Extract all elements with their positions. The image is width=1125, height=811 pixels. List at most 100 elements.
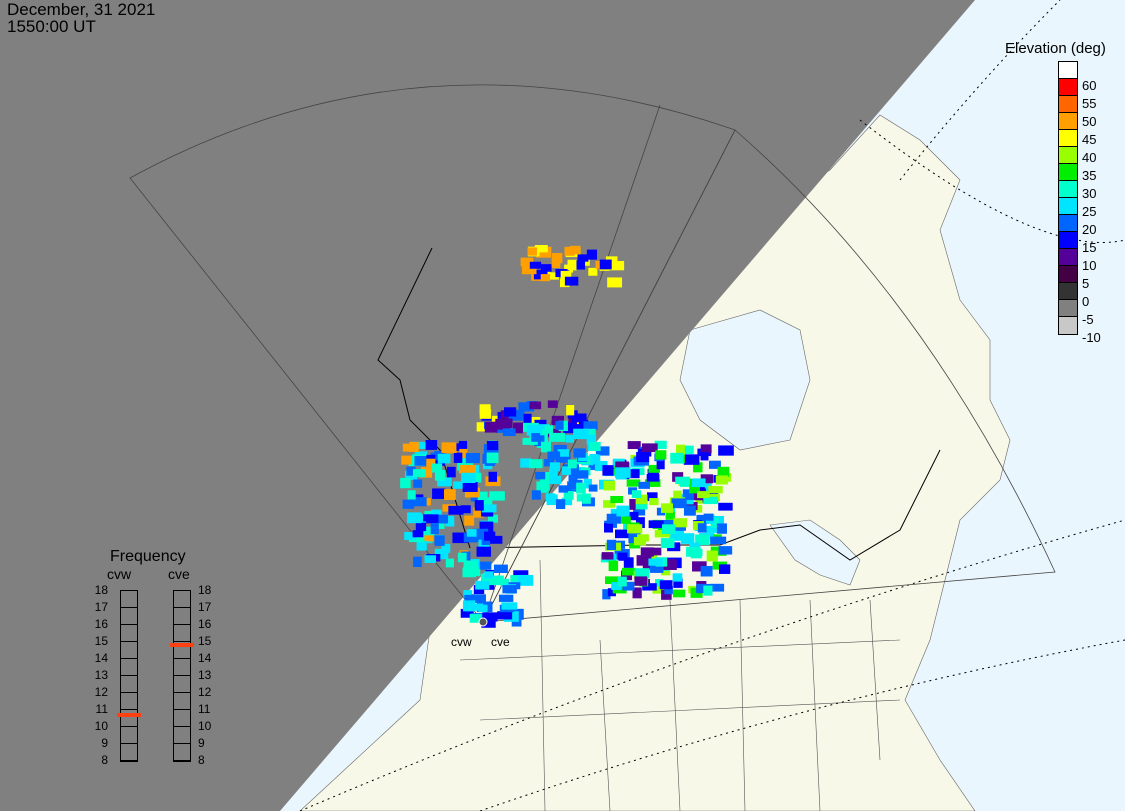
echo-cell bbox=[648, 464, 660, 473]
echo-cell bbox=[655, 579, 664, 589]
echo-cell bbox=[574, 470, 589, 479]
frequency-tick: 16 bbox=[94, 617, 108, 631]
echo-cell bbox=[534, 419, 547, 428]
echo-cell bbox=[454, 443, 467, 451]
echo-cell bbox=[589, 454, 601, 462]
echo-cell bbox=[416, 540, 427, 551]
echo-cell bbox=[696, 514, 710, 524]
frequency-tick: 11 bbox=[198, 702, 211, 716]
echo-cell bbox=[414, 456, 429, 466]
echo-cell bbox=[610, 508, 621, 517]
echo-cell bbox=[561, 497, 573, 506]
echo-cell bbox=[718, 564, 731, 574]
echo-cell bbox=[606, 513, 622, 524]
echo-cell bbox=[710, 536, 727, 545]
echo-cell bbox=[459, 448, 468, 459]
echo-cell bbox=[476, 546, 491, 557]
echo-cell bbox=[529, 459, 543, 469]
echo-cell bbox=[486, 452, 499, 464]
us-canada-border bbox=[469, 449, 941, 561]
echo-cell bbox=[547, 400, 558, 408]
echo-cell bbox=[573, 448, 586, 458]
frequency-tick: 13 bbox=[198, 668, 212, 682]
echo-cell bbox=[586, 249, 598, 260]
echo-cell bbox=[457, 552, 467, 563]
echo-cell bbox=[526, 424, 542, 436]
echo-cell bbox=[564, 276, 579, 286]
echo-cell bbox=[425, 440, 438, 450]
echo-cell bbox=[406, 466, 416, 476]
color-swatch bbox=[1059, 283, 1077, 300]
echo-cell bbox=[452, 532, 469, 544]
echo-cell bbox=[689, 542, 701, 551]
echo-cell bbox=[546, 494, 558, 506]
echo-cell bbox=[617, 576, 627, 587]
echo-cell bbox=[504, 418, 513, 428]
echo-cell bbox=[469, 613, 482, 623]
echo-cell bbox=[535, 471, 546, 480]
echo-cell bbox=[465, 453, 480, 464]
echo-cell bbox=[501, 602, 518, 610]
echo-cell bbox=[614, 529, 630, 539]
echo-cell bbox=[627, 524, 643, 534]
echo-cell bbox=[697, 523, 707, 533]
echo-cell bbox=[680, 533, 695, 544]
echo-cell bbox=[708, 485, 723, 494]
color-swatch bbox=[1059, 62, 1077, 79]
echo-cell bbox=[634, 568, 650, 578]
echo-cell bbox=[453, 481, 467, 489]
echo-cell bbox=[604, 523, 614, 533]
echo-cell bbox=[561, 466, 571, 475]
echo-cell bbox=[460, 464, 476, 474]
radar-label-cve: cve bbox=[491, 635, 510, 649]
echo-cell bbox=[540, 274, 551, 282]
echo-cell bbox=[615, 467, 631, 478]
echo-cell bbox=[693, 462, 703, 473]
echo-cell bbox=[675, 476, 691, 485]
echo-cell bbox=[479, 409, 492, 419]
echo-cell bbox=[453, 452, 463, 463]
echo-cell bbox=[634, 576, 648, 586]
echo-cell bbox=[420, 533, 434, 542]
echo-cell bbox=[717, 466, 730, 477]
echo-cell bbox=[669, 530, 684, 541]
echo-cell bbox=[703, 496, 718, 505]
echo-cell bbox=[539, 484, 549, 493]
echo-cell bbox=[476, 422, 489, 432]
frequency-panel: Frequency cvw cve 18 18 17 17 16 16 15 15 14 14 13… bbox=[80, 548, 230, 773]
echo-cell bbox=[563, 422, 576, 434]
echo-cell bbox=[656, 459, 665, 470]
legend-tick: 45 bbox=[1082, 132, 1097, 147]
echo-cell bbox=[486, 440, 499, 451]
echo-cell bbox=[498, 594, 514, 602]
echo-cell bbox=[636, 452, 650, 463]
echo-cell bbox=[484, 531, 496, 541]
echo-cell bbox=[680, 445, 694, 455]
echo-cell bbox=[409, 441, 419, 452]
color-swatch bbox=[1059, 249, 1077, 266]
echo-cell bbox=[463, 590, 473, 598]
echo-cell bbox=[421, 526, 435, 536]
echo-cell bbox=[431, 463, 443, 473]
frequency-tick: 9 bbox=[101, 736, 108, 750]
echo-cell bbox=[635, 499, 648, 510]
frequency-tick: 12 bbox=[94, 685, 108, 699]
echo-cell bbox=[412, 469, 425, 478]
echo-cell bbox=[523, 413, 532, 424]
frequency-tick: 8 bbox=[101, 753, 108, 767]
radar-site bbox=[478, 617, 488, 627]
echo-cell bbox=[589, 441, 601, 452]
echo-cell bbox=[520, 458, 532, 468]
echo-cell bbox=[566, 405, 575, 416]
date-label: December, 31 2021 bbox=[7, 0, 156, 19]
echo-cell bbox=[649, 498, 659, 506]
echo-cell bbox=[607, 588, 616, 597]
echo-cell bbox=[715, 475, 728, 485]
echo-cell bbox=[424, 555, 437, 563]
echo-cell bbox=[552, 253, 563, 264]
legend-tick: 5 bbox=[1082, 276, 1090, 291]
echo-cell bbox=[549, 432, 566, 442]
echo-cell bbox=[606, 539, 617, 551]
echo-cell bbox=[529, 401, 542, 410]
echo-cell bbox=[683, 454, 700, 465]
